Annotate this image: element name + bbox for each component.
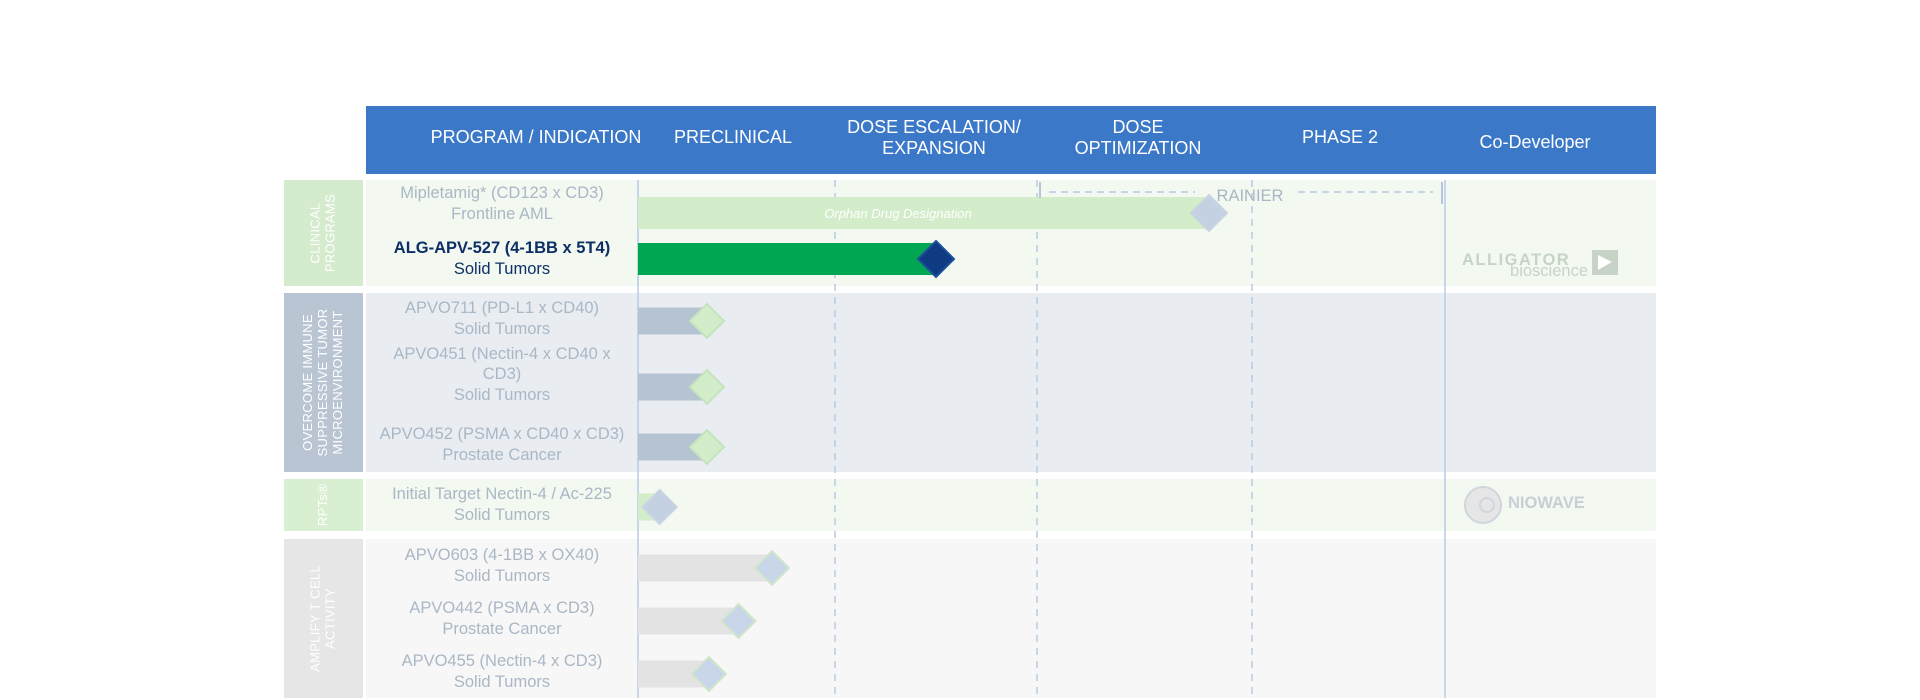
program-labels: Mipletamig* (CD123 x CD3) Frontline AML AL… [380, 184, 625, 691]
marker-1-2 [688, 428, 726, 466]
group-label-box-3 [284, 539, 363, 698]
group-label-0-line-1: PROGRAMS [323, 194, 338, 272]
program-indication-0-0: Frontline AML [451, 205, 553, 223]
alligator-logo-word: ALLIGATOR [1462, 251, 1570, 269]
marker-1-0 [688, 302, 726, 340]
group-label-3-line-0: AMPLIFY T CELL [308, 565, 323, 672]
header-col-5: Co-Developer [1479, 132, 1590, 152]
program-indication-0-1: Solid Tumors [454, 260, 550, 278]
program-name-1-1-line-0: APVO451 (Nectin-4 x CD40 x [393, 345, 611, 363]
marker-3-2 [690, 655, 728, 693]
header-col-1: PRECLINICAL [674, 127, 792, 147]
group-label-box-0 [284, 180, 363, 286]
program-indication-1-0: Solid Tumors [454, 320, 550, 338]
trial-label: RAINIER [1217, 187, 1284, 205]
program-indication-3-2: Solid Tumors [454, 673, 550, 691]
program-name-3-0: APVO603 (4-1BB x OX40) [405, 546, 599, 564]
trial-annotation: RAINIER [1039, 182, 1443, 205]
group-label-1-line-0: OVERCOME IMMUNE [300, 314, 315, 451]
niowave-logo-inner [1479, 497, 1495, 513]
group-background-2 [366, 479, 1656, 531]
group-label-3-line-1: ACTIVITY [323, 588, 338, 649]
marker-3-0 [753, 549, 791, 587]
header-columns: PROGRAM / INDICATION PRECLINICAL DOSE ESCA… [431, 117, 1591, 158]
group-label-2-line-0: RPTs® [315, 484, 330, 526]
header-col-0: PROGRAM / INDICATION [431, 127, 642, 147]
program-name-1-0: APVO711 (PD-L1 x CD40) [405, 299, 599, 317]
progress-bars: Orphan Drug Designation [638, 193, 1229, 693]
marker-2-0 [641, 488, 679, 526]
group-background-1 [366, 293, 1656, 472]
group-background-3 [366, 539, 1656, 698]
group-label-1-line-2: MICROENVIRONMENT [330, 310, 345, 454]
header-col-4: PHASE 2 [1302, 127, 1378, 147]
program-name-0-1: ALG-APV-527 (4-1BB x 5T4) [394, 239, 610, 257]
program-indication-1-2: Prostate Cancer [442, 446, 562, 464]
alligator-logo-sub: bioscience [1510, 262, 1588, 280]
header-col-3-line-1: DOSE [1112, 117, 1163, 137]
program-indication-2-0: Solid Tumors [454, 506, 550, 524]
program-name-1-1-line-1: CD3) [483, 365, 522, 383]
program-name-2-0: Initial Target Nectin-4 / Ac-225 [392, 485, 612, 503]
bar-0-0 [638, 197, 1209, 229]
program-indication-3-1: Prostate Cancer [442, 620, 562, 638]
bar-0-1 [638, 243, 936, 275]
marker-0-1 [916, 239, 956, 279]
bar-3-0 [638, 554, 772, 582]
program-name-3-2: APVO455 (Nectin-4 x CD3) [402, 652, 603, 670]
marker-3-1 [720, 602, 757, 640]
header-col-3-line-2: OPTIMIZATION [1075, 138, 1202, 158]
program-name-0-0: Mipletamig* (CD123 x CD3) [400, 184, 604, 202]
annotation-orphan-drug: Orphan Drug Designation [824, 206, 971, 221]
marker-0-0 [1189, 193, 1229, 233]
group-label-1-line-1: SUPPRESSIVE TUMOR [315, 309, 330, 457]
header-col-2-line-2: EXPANSION [882, 138, 986, 158]
niowave-logo-circle [1464, 486, 1502, 524]
marker-1-1 [688, 368, 726, 406]
program-name-1-2: APVO452 (PSMA x CD40 x CD3) [380, 425, 625, 443]
alligator-logo-arrow [1598, 255, 1612, 270]
header-col-2-line-1: DOSE ESCALATION/ [847, 117, 1021, 137]
group-label-box-2 [284, 479, 363, 531]
program-indication-1-1: Solid Tumors [454, 386, 550, 404]
niowave-logo: NIOWAVE [1464, 486, 1585, 524]
program-indication-3-0: Solid Tumors [454, 567, 550, 585]
group-labels: CLINICAL PROGRAMS OVERCOME IMMUNE SUPPRESSI… [284, 180, 363, 698]
group-label-box-1 [284, 293, 363, 472]
group-label-0-line-0: CLINICAL [308, 203, 323, 264]
niowave-logo-word: NIOWAVE [1508, 494, 1585, 512]
header-bar [366, 106, 1656, 174]
program-name-3-1: APVO442 (PSMA x CD3) [409, 599, 594, 617]
